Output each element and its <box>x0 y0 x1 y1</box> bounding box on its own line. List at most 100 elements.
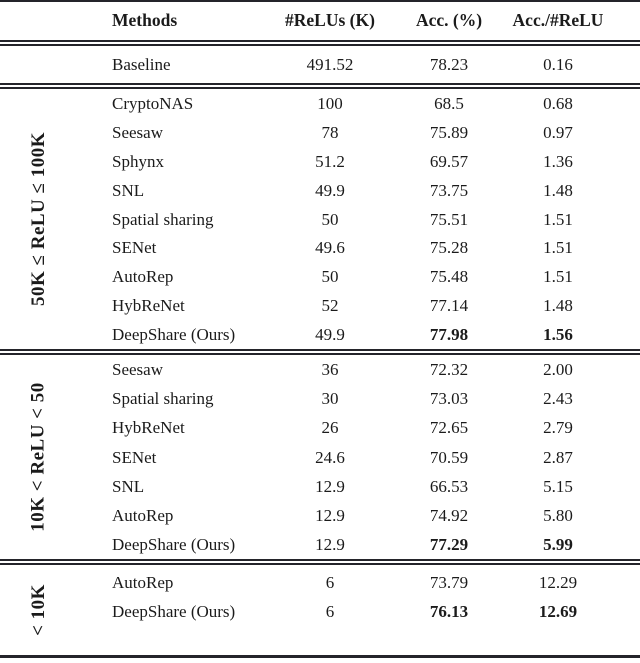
ratio-cell: 1.56 <box>543 325 573 344</box>
relus-cell: 26 <box>321 418 339 438</box>
acc-cell: 66.53 <box>429 476 469 496</box>
group1-divider-rule <box>0 349 640 355</box>
method-cell: SNL <box>112 180 145 200</box>
acc-cell: 69.57 <box>429 151 469 171</box>
method-cell: SNL <box>112 476 145 496</box>
acc-cell: 70.59 <box>429 447 469 467</box>
column-header-ratio: Acc./#ReLU <box>512 10 604 31</box>
table-row: AutoRep 6 73.79 12.29 <box>90 568 640 597</box>
table-row: Seesaw 36 72.32 2.00 <box>90 355 640 384</box>
acc-cell: 75.28 <box>429 238 469 258</box>
acc-cell: 73.79 <box>429 573 469 592</box>
relus-cell: 50 <box>321 209 339 229</box>
ratio-cell: 2.43 <box>543 389 573 409</box>
ratio-cell: 5.15 <box>543 476 573 496</box>
baseline-divider-rule <box>0 83 640 89</box>
method-cell: Seesaw <box>112 122 163 142</box>
relus-cell: 51.2 <box>315 151 345 171</box>
method-cell: DeepShare (Ours) <box>112 602 236 621</box>
acc-cell: 77.14 <box>429 296 469 316</box>
ratio-cell: 0.16 <box>543 55 573 74</box>
acc-cell: 74.92 <box>429 505 469 525</box>
method-cell: Baseline <box>112 55 171 74</box>
ratio-cell: 1.51 <box>543 267 573 287</box>
baseline-label-spacer <box>0 46 90 83</box>
ratio-cell: 5.99 <box>543 534 573 554</box>
relus-cell: 6 <box>325 573 335 592</box>
acc-cell: 77.29 <box>429 534 469 554</box>
ratio-cell: 1.48 <box>543 296 573 316</box>
method-cell: CryptoNAS <box>112 94 194 113</box>
method-cell: DeepShare (Ours) <box>112 534 236 554</box>
relus-cell: 36 <box>321 360 339 380</box>
relus-cell: 100 <box>317 94 343 113</box>
header-label-spacer <box>0 2 90 40</box>
relus-cell: 12.9 <box>315 476 345 496</box>
group-label: 50K ≤ ReLU ≤ 100K <box>28 132 49 306</box>
baseline-section: Baseline 491.52 78.23 0.16 <box>0 46 640 83</box>
table-row: DeepShare (Ours) 6 76.13 12.69 <box>90 597 640 626</box>
relus-cell: 78 <box>321 122 339 142</box>
relus-cell: 50 <box>321 267 339 287</box>
ratio-cell: 1.48 <box>543 180 573 200</box>
top-rule <box>0 0 640 2</box>
table-header: Methods #ReLUs (K) Acc. (%) Acc./#ReLU <box>0 2 640 40</box>
ratio-cell: 0.97 <box>543 122 573 142</box>
table-row: Spatial sharing 30 73.03 2.43 <box>90 384 640 413</box>
table-row: SNL 12.9 66.53 5.15 <box>90 472 640 501</box>
column-header-acc: Acc. (%) <box>415 10 483 31</box>
relus-cell: 49.9 <box>315 180 345 200</box>
table-row: DeepShare (Ours) 49.9 77.98 1.56 <box>90 320 640 349</box>
group-section-under-10k: < 10K AutoRep 6 73.79 12.29 DeepShare (Ours)… <box>0 565 640 655</box>
group-label-cell: 50K ≤ ReLU ≤ 100K <box>0 89 90 349</box>
method-cell: AutoRep <box>112 573 174 592</box>
relus-cell: 49.6 <box>315 238 345 258</box>
method-cell: DeepShare (Ours) <box>112 325 236 344</box>
group2-divider-rule <box>0 559 640 565</box>
group-section-50k-100k: 50K ≤ ReLU ≤ 100K CryptoNAS 100 68.5 0.68 Se… <box>0 89 640 349</box>
group-label: 10K < ReLU < 50 <box>28 382 50 532</box>
relus-cell: 49.9 <box>315 325 345 344</box>
table-row: HybReNet 52 77.14 1.48 <box>90 291 640 320</box>
ratio-cell: 2.79 <box>543 418 573 438</box>
table-row: AutoRep 50 75.48 1.51 <box>90 262 640 291</box>
method-cell: HybReNet <box>112 418 185 438</box>
method-cell: Spatial sharing <box>112 209 214 229</box>
table-row: Spatial sharing 50 75.51 1.51 <box>90 205 640 234</box>
relus-cell: 12.9 <box>315 534 345 554</box>
method-cell: SENet <box>112 238 157 258</box>
acc-cell: 73.03 <box>429 389 469 409</box>
ratio-cell: 1.36 <box>543 151 573 171</box>
relus-cell: 24.6 <box>315 447 345 467</box>
relus-cell: 30 <box>321 389 339 409</box>
acc-cell: 76.13 <box>429 602 469 621</box>
table-row: SENet 49.6 75.28 1.51 <box>90 233 640 262</box>
ratio-cell: 2.00 <box>543 360 573 380</box>
table-row: AutoRep 12.9 74.92 5.80 <box>90 501 640 530</box>
acc-cell: 78.23 <box>429 55 469 74</box>
method-cell: Spatial sharing <box>112 389 214 409</box>
method-cell: Sphynx <box>112 151 164 171</box>
table-row: Sphynx 51.2 69.57 1.36 <box>90 147 640 176</box>
method-cell: HybReNet <box>112 296 185 316</box>
table-row: CryptoNAS 100 68.5 0.68 <box>90 89 640 118</box>
table-row: Baseline 491.52 78.23 0.16 <box>90 56 640 73</box>
table-row: HybReNet 26 72.65 2.79 <box>90 413 640 442</box>
acc-cell: 72.32 <box>429 360 469 380</box>
group-label-cell: 10K < ReLU < 50 <box>0 355 90 559</box>
acc-cell: 72.65 <box>429 418 469 438</box>
ratio-cell: 5.80 <box>543 505 573 525</box>
ratio-cell: 1.51 <box>543 238 573 258</box>
ratio-cell: 0.68 <box>543 94 573 113</box>
method-cell: SENet <box>112 447 157 467</box>
method-cell: Seesaw <box>112 360 163 380</box>
column-header-methods: Methods <box>112 10 178 31</box>
acc-cell: 75.48 <box>429 267 469 287</box>
group-label: < 10K <box>27 584 49 636</box>
acc-cell: 75.89 <box>429 122 469 142</box>
relus-cell: 12.9 <box>315 505 345 525</box>
table-row: SNL 49.9 73.75 1.48 <box>90 176 640 205</box>
group-section-10k-50k: 10K < ReLU < 50 Seesaw 36 72.32 2.00 Spatial… <box>0 355 640 559</box>
ratio-cell: 2.87 <box>543 447 573 467</box>
